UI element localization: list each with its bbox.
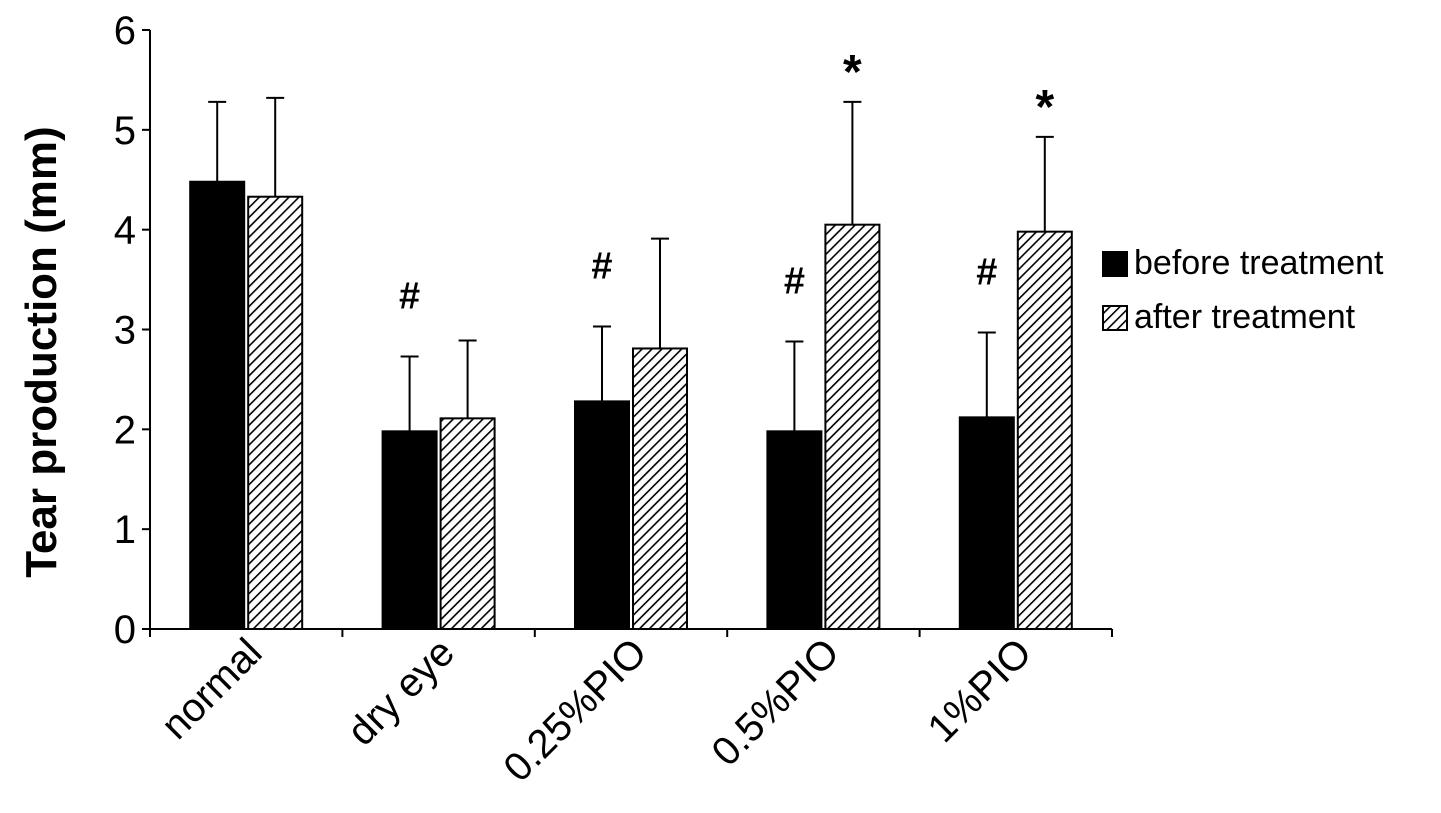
y-tick-label: 0 — [114, 608, 136, 652]
bar-before-treatment — [381, 430, 438, 630]
y-tick-label: 4 — [114, 209, 136, 253]
legend-swatch-after — [1102, 305, 1128, 331]
y-tick-label: 1 — [114, 508, 136, 552]
x-tick-label: 1%PIO — [919, 630, 1040, 751]
bars — [189, 180, 1073, 631]
bar-after-treatment — [632, 347, 688, 630]
bar-after-treatment — [247, 195, 304, 630]
significance-hash: # — [591, 246, 612, 288]
y-tick-label: 3 — [114, 309, 136, 353]
bar-before-treatment — [766, 430, 823, 630]
y-axis-title: Tear production (mm) — [17, 126, 66, 577]
bar-before-treatment — [189, 180, 246, 630]
x-tick-label: dry eye — [339, 630, 463, 754]
legend-swatch-before — [1102, 251, 1128, 277]
significance-hash: # — [784, 260, 805, 302]
significance-hash: # — [976, 251, 997, 293]
x-axis-labels: normal dry eye 0.25%PIO 0.5%PIO 1%PIO — [153, 630, 1040, 790]
bar-after-treatment — [1016, 230, 1073, 630]
bar-before-treatment — [574, 400, 630, 630]
legend-label: after treatment — [1134, 298, 1356, 336]
y-tick-label: 5 — [114, 109, 136, 153]
bar-before-treatment — [958, 416, 1015, 630]
x-tick-label: normal — [153, 630, 271, 748]
error-bars — [208, 96, 1054, 432]
significance-hash: # — [399, 275, 420, 317]
significance-star: * — [843, 46, 862, 99]
bar-after-treatment — [824, 223, 881, 631]
x-tick-label: 0.25%PIO — [495, 630, 655, 790]
legend: before treatment after treatment — [1102, 244, 1384, 336]
bar-after-treatment — [439, 417, 496, 630]
y-tick-label: 2 — [114, 408, 136, 452]
x-tick-label: 0.5%PIO — [703, 630, 847, 774]
axes: 0 1 2 3 4 5 6 — [114, 9, 1113, 652]
legend-label: before treatment — [1134, 244, 1384, 282]
significance-star: * — [1035, 81, 1054, 134]
significance-markers: # # # * # * — [399, 46, 1054, 318]
y-tick-label: 6 — [114, 9, 136, 53]
